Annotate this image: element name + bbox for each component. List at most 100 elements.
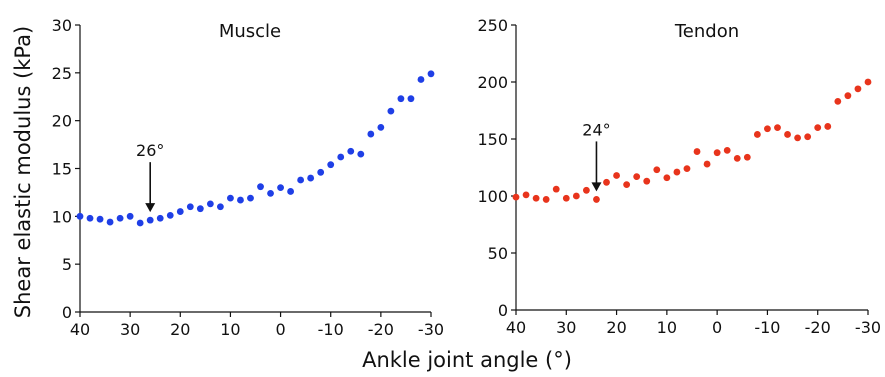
muscle-data-point xyxy=(397,95,405,103)
tendon-x-tick-label: -20 xyxy=(805,318,831,337)
tendon-data-point xyxy=(633,173,641,181)
tendon-data-point xyxy=(562,194,570,202)
tendon-data-point xyxy=(623,181,631,189)
muscle-data-point xyxy=(247,194,254,202)
x-axis-title: Ankle joint angle (°) xyxy=(362,348,572,372)
tendon-data-point xyxy=(854,85,862,93)
muscle-data-point xyxy=(367,130,375,138)
muscle-data-point xyxy=(297,176,305,184)
tendon-data-point xyxy=(542,196,550,203)
tendon-data-point xyxy=(613,172,620,179)
tendon-data-point xyxy=(774,124,781,131)
tendon-data-point xyxy=(653,166,661,174)
tendon-data-point xyxy=(522,191,530,199)
muscle-data-point xyxy=(186,203,194,211)
muscle-x-tick-label: -10 xyxy=(318,320,344,339)
tendon-data-point xyxy=(834,97,842,105)
muscle-y-tick-label: 15 xyxy=(52,160,72,179)
tendon-data-point xyxy=(814,124,822,131)
muscle-data-point xyxy=(116,214,124,222)
tendon-data-point xyxy=(703,160,711,168)
tendon-x-tick-label: 30 xyxy=(556,318,576,337)
tendon-x-tick-label: 10 xyxy=(657,318,677,337)
muscle-data-point xyxy=(257,183,264,191)
tendon-annotation-arrowhead xyxy=(591,182,602,192)
muscle-data-point xyxy=(427,70,435,78)
tendon-data-point xyxy=(764,125,771,133)
tendon-data-point xyxy=(844,92,852,100)
tendon-y-tick-label: 0 xyxy=(498,301,508,320)
muscle-data-point xyxy=(357,150,365,158)
muscle-data-point xyxy=(146,216,154,224)
muscle-y-tick-label: 5 xyxy=(62,255,72,274)
muscle-data-point xyxy=(317,168,325,176)
muscle-data-point xyxy=(277,184,284,192)
tendon-x-tick-label: 0 xyxy=(712,318,722,337)
muscle-data-point xyxy=(237,196,244,204)
muscle-data-point xyxy=(287,188,294,195)
muscle-data-point xyxy=(166,211,174,219)
muscle-data-point xyxy=(387,107,395,115)
muscle-y-tick-label: 30 xyxy=(52,16,72,35)
tendon-data-point xyxy=(723,147,731,154)
muscle-data-point xyxy=(327,161,335,169)
muscle-x-tick-label: 20 xyxy=(170,320,190,339)
muscle-x-tick-label: 10 xyxy=(220,320,240,339)
tendon-data-point xyxy=(603,178,610,186)
tendon-x-tick-label: 20 xyxy=(606,318,626,337)
muscle-y-tick-label: 20 xyxy=(52,112,72,131)
tendon-data-point xyxy=(512,193,520,201)
tendon-data-point xyxy=(663,174,671,182)
y-axis-title: Shear elastic modulus (kPa) xyxy=(11,26,35,318)
tendon-data-point xyxy=(583,186,590,194)
muscle-x-tick-label: -30 xyxy=(418,320,444,339)
muscle-data-point xyxy=(86,214,94,222)
muscle-y-tick-label: 0 xyxy=(62,303,72,322)
tendon-data-point xyxy=(804,133,812,141)
tendon-data-point xyxy=(824,123,832,130)
muscle-data-point xyxy=(217,203,224,211)
muscle-y-tick-label: 25 xyxy=(52,64,72,83)
tendon-data-point xyxy=(693,148,701,155)
muscle-data-point xyxy=(96,215,104,223)
tendon-y-tick-label: 50 xyxy=(488,244,508,263)
tendon-x-tick-label: -10 xyxy=(754,318,780,337)
muscle-x-tick-label: 30 xyxy=(120,320,140,339)
muscle-data-point xyxy=(156,214,164,222)
tendon-data-point xyxy=(784,131,791,138)
muscle-annotation-label: 26° xyxy=(136,141,164,160)
tendon-y-tick-label: 100 xyxy=(477,187,508,206)
tendon-data-point xyxy=(552,185,560,193)
muscle-data-point xyxy=(227,194,234,202)
tendon-data-point xyxy=(753,131,761,138)
tendon-data-point xyxy=(743,153,751,161)
tendon-y-tick-label: 150 xyxy=(477,130,508,149)
muscle-y-tick-label: 10 xyxy=(52,207,72,226)
tendon-data-point xyxy=(683,165,691,173)
muscle-x-tick-label: 0 xyxy=(275,320,285,339)
muscle-data-point xyxy=(106,218,114,226)
tendon-data-point xyxy=(532,194,540,202)
tendon-data-point xyxy=(864,78,872,86)
muscle-data-point xyxy=(377,123,385,131)
muscle-data-point xyxy=(417,76,425,83)
tendon-data-point xyxy=(643,177,651,185)
muscle-panel: 0 5 10 15 20 25 30 40 30 20 10 0 -10 -20 -30 Muscle 26° xyxy=(52,16,444,339)
tendon-panel-title: Tendon xyxy=(674,21,739,42)
tendon-data-point xyxy=(733,154,741,162)
tendon-data-point xyxy=(713,149,721,157)
muscle-data-point xyxy=(347,147,355,155)
tendon-data-point xyxy=(673,168,681,176)
tendon-data-point xyxy=(572,192,580,200)
tendon-y-tick-label: 200 xyxy=(477,73,508,92)
muscle-data-point xyxy=(176,208,184,215)
muscle-data-point xyxy=(126,212,134,220)
tendon-data-point xyxy=(794,134,801,142)
muscle-data-point xyxy=(136,219,144,227)
muscle-data-point xyxy=(337,153,345,161)
muscle-panel-title: Muscle xyxy=(219,21,281,42)
muscle-annotation-arrowhead xyxy=(145,203,156,213)
muscle-data-point xyxy=(407,95,415,103)
